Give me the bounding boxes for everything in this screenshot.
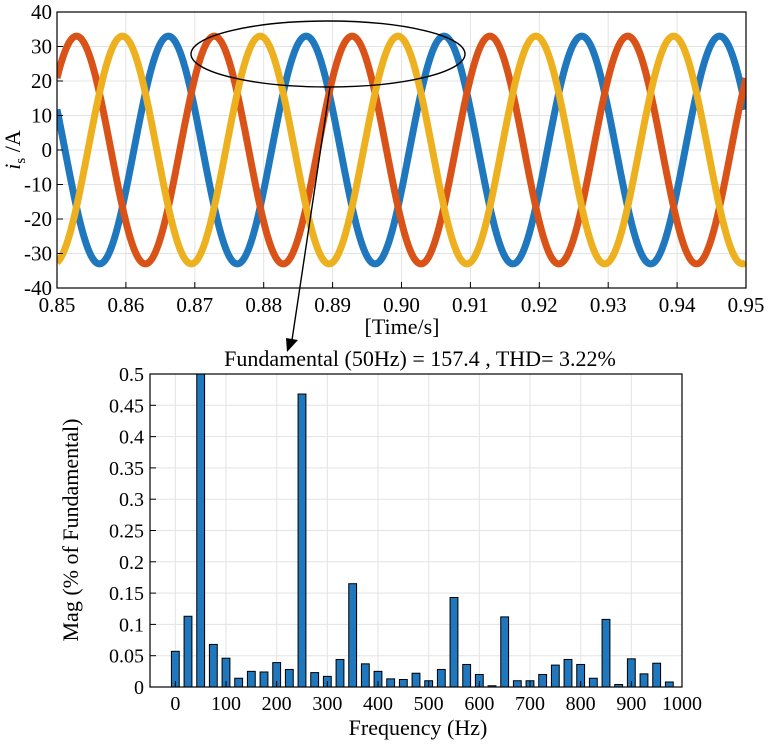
- top-x-tick-label: 0.93: [590, 293, 627, 317]
- top-y-label-var: i: [0, 164, 25, 170]
- fft-bar: [183, 615, 193, 688]
- fft-y-tick-label: 0: [134, 677, 144, 699]
- fft-bar: [601, 618, 611, 688]
- top-x-tick-label: 0.86: [108, 293, 145, 317]
- fft-bar: [639, 673, 649, 688]
- fft-y-tick-label: 0.45: [109, 395, 144, 417]
- fft-chart: Fundamental (50Hz) = 157.4 , THD= 3.22% …: [58, 346, 702, 740]
- fft-bar: [588, 677, 598, 688]
- fft-bar: [462, 663, 472, 688]
- fft-bar: [563, 658, 573, 688]
- fft-x-tick-label: 300: [312, 693, 342, 715]
- fft-y-tick-label: 0.05: [109, 646, 144, 668]
- fft-bar: [360, 663, 370, 688]
- annotation-arrow-line: [291, 86, 331, 341]
- fft-bar: [550, 664, 560, 688]
- fft-y-tick-label: 0.35: [109, 458, 144, 480]
- top-x-tick-label: 0.85: [39, 293, 76, 317]
- fft-grid: [150, 373, 683, 688]
- fft-x-tick-label: 800: [566, 693, 596, 715]
- top-y-tick-label: 0: [42, 138, 53, 162]
- fft-x-tick-label: 700: [515, 693, 545, 715]
- fft-bar: [500, 616, 510, 688]
- fft-x-axis-label: Frequency (Hz): [349, 715, 488, 740]
- fft-x-tick-label: 500: [414, 693, 444, 715]
- fft-y-tick-label: 0.3: [119, 489, 144, 511]
- fft-bar: [196, 373, 206, 688]
- fft-bar: [284, 668, 294, 688]
- top-x-tick-label: 0.87: [176, 293, 213, 317]
- top-y-tick-label: 30: [31, 35, 52, 59]
- top-y-label-sub: s: [13, 158, 29, 164]
- top-y-tick-label: -10: [24, 173, 52, 197]
- phase-current-3: [57, 32, 746, 268]
- fft-y-tick-label: 0.15: [109, 583, 144, 605]
- top-x-tick-label: 0.89: [314, 293, 351, 317]
- fft-bar: [652, 662, 662, 688]
- top-y-tick-label: 10: [31, 104, 52, 128]
- fft-bar: [538, 673, 548, 688]
- fft-bar: [386, 678, 396, 688]
- fft-bar: [234, 677, 244, 688]
- top-x-tick-label: 0.88: [245, 293, 282, 317]
- top-x-tick-label: 0.91: [452, 293, 489, 317]
- fft-x-tick-label: 600: [464, 693, 494, 715]
- fft-bar: [208, 643, 218, 688]
- fft-y-tick-label: 0.2: [119, 552, 144, 574]
- fft-bar: [449, 596, 459, 688]
- fft-x-tick-label: 900: [616, 693, 646, 715]
- annotation-arrow-head: [286, 338, 298, 352]
- top-y-label-unit: /A: [0, 130, 25, 158]
- fft-bar: [335, 658, 345, 688]
- fft-bar: [310, 672, 320, 688]
- top-y-tick-label: -30: [24, 242, 52, 266]
- phase-current-1: [57, 32, 746, 268]
- fft-y-tick-label: 0.4: [119, 427, 144, 449]
- fft-bar: [259, 671, 269, 688]
- top-x-ticks: 0.85 0.86 0.87 0.88 0.89 0.90 0.91 0.92 0.93 0.94…: [39, 282, 765, 317]
- fft-bar: [411, 672, 421, 688]
- top-x-tick-label: 0.95: [728, 293, 765, 317]
- zoom-annotation: [190, 20, 466, 352]
- top-y-ticks: 40 30 20 10 0 -10 -20 -30 -40: [24, 0, 63, 300]
- fft-bar: [246, 670, 256, 688]
- top-y-tick-label: -20: [24, 207, 52, 231]
- fft-x-tick-label: 400: [363, 693, 393, 715]
- fft-bar: [297, 393, 307, 688]
- phase-current-2: [57, 32, 746, 268]
- fft-bar: [348, 583, 358, 688]
- current-waveforms: [57, 32, 746, 268]
- fft-bars: [170, 373, 674, 688]
- top-y-tick-label: 20: [31, 69, 52, 93]
- fft-x-tick-label: 1000: [662, 693, 702, 715]
- fft-y-tick-label: 0.1: [119, 614, 144, 636]
- fft-y-ticks: 0.5 0.45 0.4 0.35 0.3 0.25 0.2 0.15 0.1 0.05 0: [109, 364, 156, 699]
- fft-y-tick-label: 0.5: [119, 364, 144, 386]
- fft-bar: [664, 681, 674, 688]
- fft-title: Fundamental (50Hz) = 157.4 , THD= 3.22%: [224, 346, 616, 371]
- fft-x-tick-label: 200: [262, 693, 292, 715]
- fft-bar: [398, 678, 408, 688]
- top-x-tick-label: 0.94: [659, 293, 696, 317]
- top-y-tick-label: -40: [24, 276, 52, 300]
- top-x-axis-label: [Time/s]: [365, 314, 440, 339]
- top-y-tick-label: 40: [31, 0, 52, 24]
- fft-x-ticks: 0 100 200 300 400 500 600 700 800 900 1000: [170, 681, 702, 715]
- fft-x-tick-label: 100: [211, 693, 241, 715]
- top-x-tick-label: 0.92: [521, 293, 558, 317]
- fft-bar: [436, 668, 446, 688]
- fft-y-tick-label: 0.25: [109, 521, 144, 543]
- fft-x-tick-label: 0: [170, 693, 180, 715]
- fft-y-axis-label: Mag (% of Fundamental): [58, 419, 83, 642]
- fft-bar: [512, 680, 522, 688]
- top-x-tick-label: 0.90: [383, 293, 420, 317]
- highlight-ellipse: [190, 20, 466, 88]
- top-y-axis-label: is /A: [0, 130, 29, 170]
